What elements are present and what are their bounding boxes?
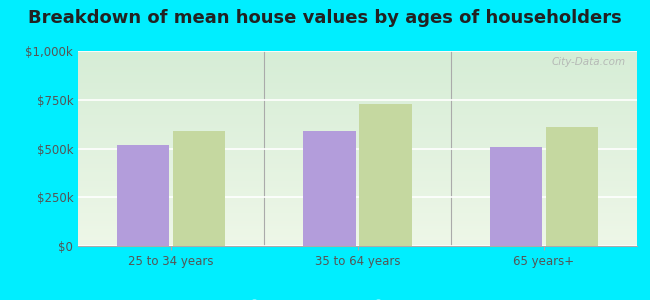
Bar: [173, 131, 225, 246]
Text: Breakdown of mean house values by ages of householders: Breakdown of mean house values by ages o…: [28, 9, 622, 27]
Bar: [546, 127, 598, 246]
Bar: [304, 131, 356, 246]
Bar: [490, 146, 542, 246]
Bar: [359, 103, 411, 246]
Bar: [117, 145, 169, 246]
Legend: Washougal, Washington: Washougal, Washington: [235, 296, 480, 300]
Text: City-Data.com: City-Data.com: [552, 57, 626, 67]
